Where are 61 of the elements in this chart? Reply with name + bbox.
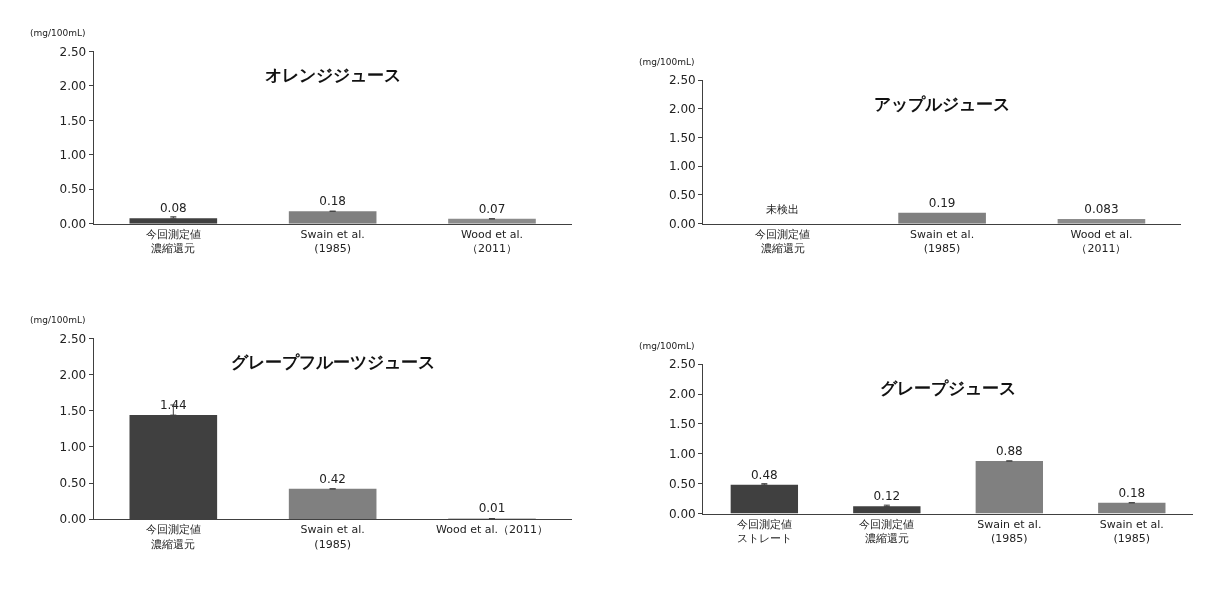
data-label: 0.42 <box>319 471 347 486</box>
x-tick-label: 今回測定値ストレート <box>736 517 792 546</box>
x-tick-label: 今回測定値濃縮還元 <box>145 227 201 256</box>
y-tick-label: 0.50 <box>59 182 87 197</box>
x-tick-label: Swain et al. (1985) <box>977 517 1042 546</box>
y-tick-label: 1.50 <box>59 403 87 418</box>
y-tick-label: 0.50 <box>668 188 696 203</box>
data-label: 0.083 <box>1084 201 1119 216</box>
y-tick-label: 2.50 <box>668 357 696 372</box>
y-tick-label: 2.00 <box>59 367 87 382</box>
y-tick-label: 0.00 <box>59 216 87 231</box>
text: グレープジュース <box>880 378 1016 398</box>
y-tick-label: 0.50 <box>668 476 696 491</box>
y-tick-label: 2.50 <box>668 73 696 88</box>
data-label: 1.44 <box>159 398 187 413</box>
x-tick-label: 今回測定値濃縮還元 <box>859 517 915 546</box>
data-label: 0.48 <box>750 467 778 482</box>
data-label: 0.18 <box>319 194 347 209</box>
y-tick-label: 2.50 <box>59 331 87 346</box>
data-label: 0.18 <box>1118 485 1146 500</box>
text: アップルジュース <box>874 94 1010 114</box>
y-tick-label: 2.00 <box>668 102 696 117</box>
x-tick-label: 今回測定値濃縮還元 <box>755 227 811 256</box>
x-tick-label: Wood et al. （2011） <box>460 227 523 256</box>
x-tick-label: Swain et al. (1985) <box>300 227 365 256</box>
y-tick-label: 1.00 <box>668 159 696 174</box>
y-axis-title: (mg/100mL) <box>30 315 86 325</box>
y-tick-label: 1.00 <box>668 447 696 462</box>
text: グレープフルーツジュース <box>231 352 435 372</box>
y-tick-label: 1.50 <box>668 417 696 432</box>
data-label: 0.07 <box>478 201 506 216</box>
bar <box>288 488 377 520</box>
x-tick-label: Wood et al.（2011） <box>435 523 548 537</box>
y-tick-label: 1.50 <box>668 130 696 145</box>
bar <box>1098 502 1166 514</box>
data-label: 0.19 <box>928 195 956 210</box>
y-tick-label: 0.50 <box>59 476 87 491</box>
y-tick-label: 1.00 <box>59 147 87 162</box>
y-tick-label: 0.00 <box>668 506 696 521</box>
data-label: 0.88 <box>995 443 1023 458</box>
y-axis-title: (mg/100mL) <box>30 28 86 38</box>
annotation: 未検出 <box>766 203 799 216</box>
y-tick-label: 1.00 <box>59 440 87 455</box>
data-label: 0.08 <box>159 201 187 216</box>
text: オレンジジュース <box>265 65 401 85</box>
y-tick-label: 0.00 <box>668 216 696 231</box>
x-tick-label: Swain et al. (1985) <box>300 523 365 551</box>
x-tick-label: Wood et al. （2011） <box>1070 227 1133 256</box>
x-tick-label: 今回測定値濃縮還元 <box>145 523 201 551</box>
y-tick-label: 2.50 <box>59 44 87 59</box>
x-tick-label: Swain et al. (1985) <box>910 227 975 256</box>
y-axis-title: (mg/100mL) <box>639 341 695 351</box>
y-tick-label: 2.00 <box>668 387 696 402</box>
y-axis-title: (mg/100mL) <box>639 57 695 67</box>
data-label: 0.01 <box>478 501 506 516</box>
x-tick-label: Swain et al. (1985) <box>1099 517 1164 546</box>
bar <box>975 460 1043 514</box>
data-label: 0.12 <box>873 489 901 504</box>
y-tick-label: 1.50 <box>59 113 87 128</box>
y-tick-label: 0.00 <box>59 512 87 527</box>
y-tick-label: 2.00 <box>59 79 87 94</box>
